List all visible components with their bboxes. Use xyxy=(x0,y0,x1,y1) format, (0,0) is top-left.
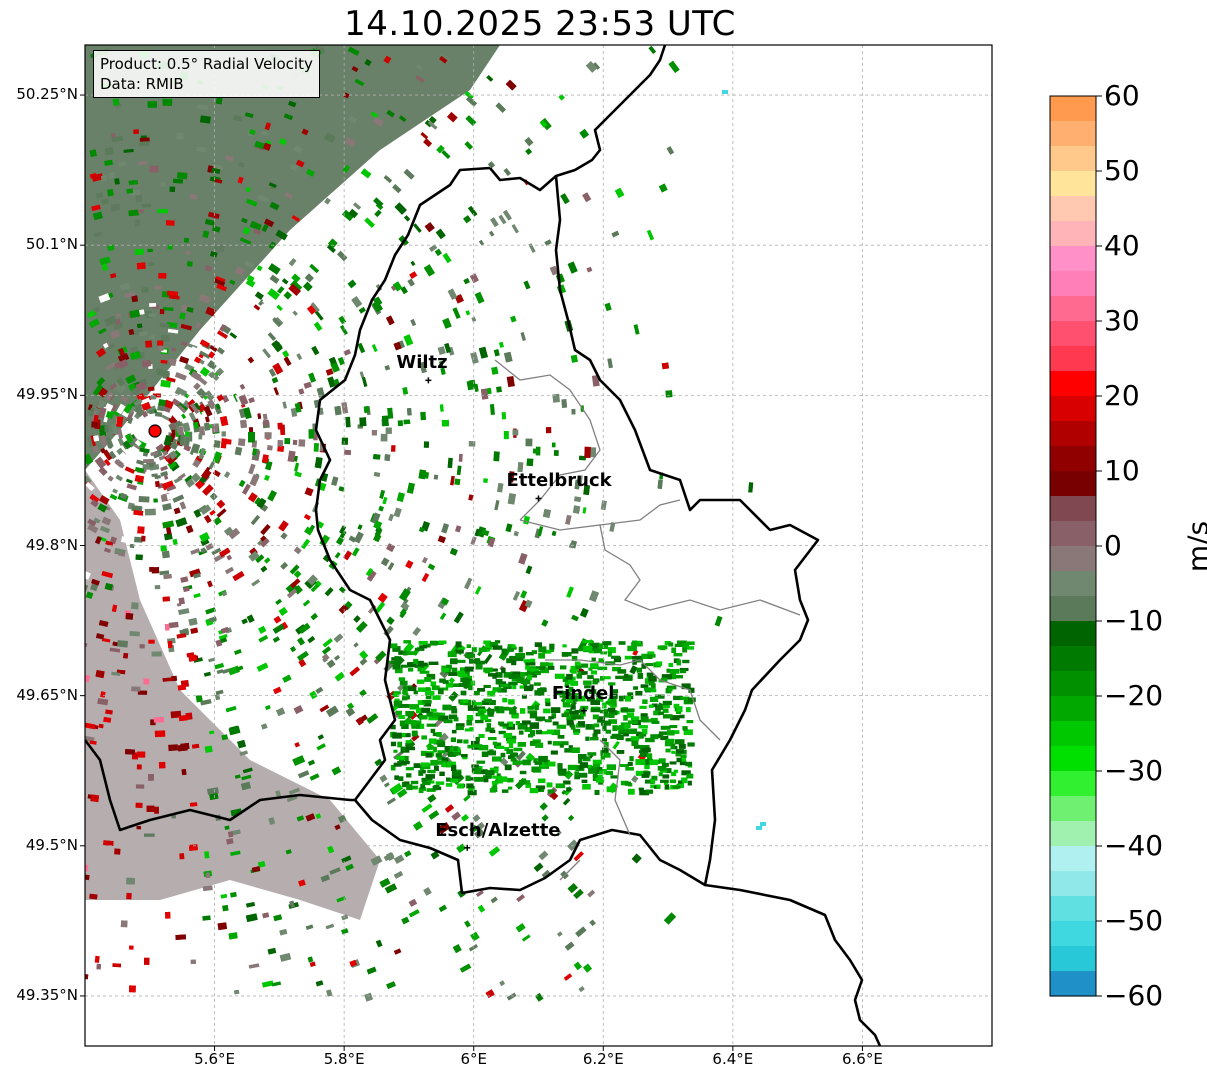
colorbar-segment xyxy=(1050,721,1096,747)
germany-border xyxy=(704,883,882,1046)
colorbar-tick-label: −40 xyxy=(1104,829,1164,862)
graticule-grid xyxy=(85,45,992,1046)
lat-tick-label: 49.65°N xyxy=(16,685,78,704)
colorbar-segment xyxy=(1050,321,1096,347)
colorbar-segment xyxy=(1050,796,1096,822)
colorbar-segment xyxy=(1050,771,1096,797)
axis-ticks xyxy=(80,94,863,1051)
lon-tick-label: 6.4°E xyxy=(712,1050,754,1068)
city-marker xyxy=(425,377,432,384)
lon-tick-label: 6.2°E xyxy=(582,1050,624,1068)
colorbar-tick-label: 0 xyxy=(1104,529,1122,562)
colorbar-segment xyxy=(1050,896,1096,922)
colorbar-segment xyxy=(1050,921,1096,947)
colorbar-segment xyxy=(1050,246,1096,272)
city-label: Esch/Alzette xyxy=(435,819,561,841)
colorbar-segment xyxy=(1050,546,1096,572)
city-marker xyxy=(580,707,587,714)
lat-tick-label: 49.35°N xyxy=(16,985,78,1004)
lon-tick-label: 6°E xyxy=(460,1050,487,1068)
colorbar-tick-label: 20 xyxy=(1104,379,1140,412)
product-info-box: Product: 0.5° Radial Velocity Data: RMIB xyxy=(93,50,320,98)
colorbar-tick-label: 30 xyxy=(1104,304,1140,337)
colorbar-tick-label: 10 xyxy=(1104,454,1140,487)
colorbar-segment xyxy=(1050,471,1096,497)
colorbar-tick-label: 60 xyxy=(1104,79,1140,112)
colorbar-segment xyxy=(1050,571,1096,597)
colorbar-tick-label: −20 xyxy=(1104,679,1164,712)
colorbar-segment xyxy=(1050,121,1096,147)
colorbar-tick-label: 40 xyxy=(1104,229,1140,262)
lat-tick-label: 50.1°N xyxy=(25,235,78,254)
city-label: Findel xyxy=(551,682,615,704)
city-label: Ettelbruck xyxy=(506,470,612,492)
colorbar-segment xyxy=(1050,421,1096,447)
colorbar-tick-label: −10 xyxy=(1104,604,1164,637)
colorbar-tick-label: −60 xyxy=(1104,979,1164,1012)
luxembourg-border xyxy=(314,45,820,895)
colorbar-segment xyxy=(1050,171,1096,197)
lon-tick-label: 5.6°E xyxy=(194,1050,235,1068)
colorbar-segment xyxy=(1050,346,1096,372)
map-title: 14.10.2025 23:53 UTC xyxy=(344,4,736,44)
colorbar-segment xyxy=(1050,621,1096,647)
colorbar-segment xyxy=(1050,196,1096,222)
city-marker xyxy=(535,495,542,502)
lat-tick-label: 50.25°N xyxy=(16,85,78,104)
canton-borders xyxy=(494,359,801,881)
country-borders xyxy=(85,45,882,1046)
colorbar-segment xyxy=(1050,871,1096,897)
colorbar-segment xyxy=(1050,596,1096,622)
colorbar-segment xyxy=(1050,221,1096,247)
city-markers xyxy=(425,377,587,851)
colorbar-segment xyxy=(1050,396,1096,422)
data-source-label: Data: RMIB xyxy=(100,75,184,93)
lat-tick-label: 49.8°N xyxy=(25,535,78,554)
colorbar-segment xyxy=(1050,971,1096,997)
france-border xyxy=(85,739,355,832)
colorbar-tick-label: −30 xyxy=(1104,754,1164,787)
colorbar-segment xyxy=(1050,446,1096,472)
product-label: Product: 0.5° Radial Velocity xyxy=(100,55,313,73)
colorbar-segment xyxy=(1050,846,1096,872)
radar-site-marker xyxy=(148,424,162,438)
colorbar-tick-label: −50 xyxy=(1104,904,1164,937)
colorbar-segment xyxy=(1050,821,1096,847)
colorbar-segment xyxy=(1050,671,1096,697)
city-label: Wiltz xyxy=(396,352,448,374)
colorbar-segment xyxy=(1050,696,1096,722)
colorbar-segment xyxy=(1050,296,1096,322)
colorbar-segment xyxy=(1050,371,1096,397)
lon-tick-label: 6.6°E xyxy=(842,1050,883,1068)
colorbar-segment xyxy=(1050,646,1096,672)
colorbar-segment xyxy=(1050,496,1096,522)
colorbar-segment xyxy=(1050,746,1096,772)
lat-tick-label: 49.5°N xyxy=(25,835,78,854)
lat-tick-label: 49.95°N xyxy=(16,385,78,404)
colorbar xyxy=(1049,95,1102,997)
colorbar-segment xyxy=(1050,96,1096,122)
colorbar-segment xyxy=(1050,521,1096,547)
colorbar-segment xyxy=(1050,946,1096,972)
colorbar-tick-label: 50 xyxy=(1104,154,1140,187)
colorbar-segment xyxy=(1050,271,1096,297)
velocity-echoes xyxy=(85,45,766,1002)
colorbar-unit-label: m/s xyxy=(1181,520,1207,573)
colorbar-segment xyxy=(1050,146,1096,172)
city-marker xyxy=(464,844,471,851)
lon-tick-label: 5.8°E xyxy=(323,1050,365,1068)
